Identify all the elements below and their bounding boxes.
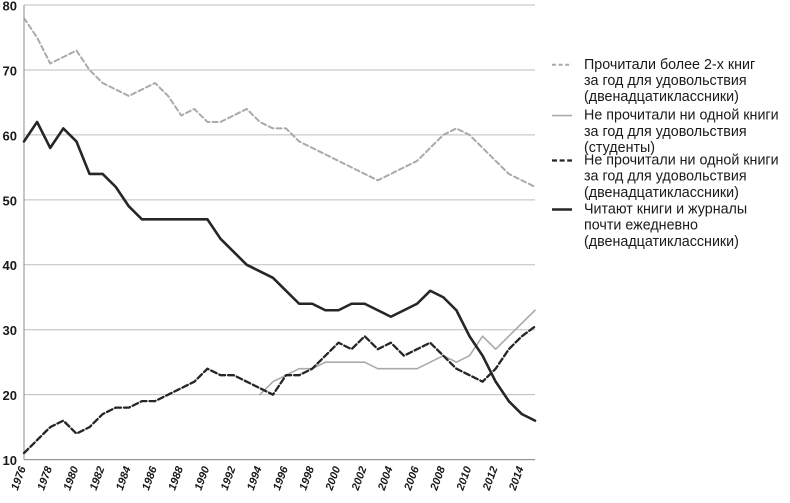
svg-text:1988: 1988	[166, 464, 186, 492]
svg-text:Читают книги и журналы: Читают книги и журналы	[584, 202, 747, 218]
svg-text:1976: 1976	[9, 464, 29, 492]
svg-text:2008: 2008	[428, 464, 448, 493]
svg-text:за год для удовольствия: за год для удовольствия	[584, 124, 747, 140]
svg-text:30: 30	[3, 323, 17, 338]
svg-text:80: 80	[3, 0, 17, 14]
svg-text:1986: 1986	[140, 464, 160, 492]
svg-text:1994: 1994	[245, 465, 265, 492]
svg-text:50: 50	[3, 193, 17, 208]
svg-text:2010: 2010	[454, 464, 474, 493]
svg-text:2004: 2004	[376, 465, 396, 493]
svg-text:10: 10	[3, 453, 17, 468]
svg-text:70: 70	[3, 63, 17, 78]
svg-text:2012: 2012	[481, 465, 501, 493]
svg-text:1996: 1996	[271, 464, 291, 492]
svg-text:20: 20	[3, 388, 17, 403]
svg-text:40: 40	[3, 258, 17, 273]
svg-text:почти ежедневно: почти ежедневно	[584, 218, 698, 234]
svg-text:2000: 2000	[323, 464, 343, 493]
svg-text:Не прочитали ни одной книги: Не прочитали ни одной книги	[584, 108, 779, 124]
svg-text:за год для удовольствия: за год для удовольствия	[584, 73, 747, 89]
svg-text:1990: 1990	[193, 464, 213, 492]
svg-text:1998: 1998	[297, 464, 317, 492]
svg-text:(двенадцатиклассники): (двенадцатиклассники)	[584, 234, 739, 250]
svg-text:1984: 1984	[114, 465, 134, 492]
svg-text:(двенадцатиклассники): (двенадцатиклассники)	[584, 89, 739, 105]
svg-text:60: 60	[3, 128, 17, 143]
svg-text:(двенадцатиклассники): (двенадцатиклассники)	[584, 185, 739, 201]
svg-text:Прочитали более 2-х книг: Прочитали более 2-х книг	[584, 57, 755, 73]
svg-text:Не прочитали ни одной книги: Не прочитали ни одной книги	[584, 153, 779, 169]
svg-text:2006: 2006	[402, 464, 422, 493]
svg-text:2002: 2002	[349, 465, 369, 493]
svg-text:за год для удовольствия: за год для удовольствия	[584, 169, 747, 185]
svg-text:1980: 1980	[62, 464, 82, 492]
svg-text:2014: 2014	[507, 465, 527, 493]
svg-text:1978: 1978	[35, 464, 55, 492]
svg-text:1982: 1982	[88, 465, 108, 492]
svg-text:1992: 1992	[219, 465, 239, 492]
